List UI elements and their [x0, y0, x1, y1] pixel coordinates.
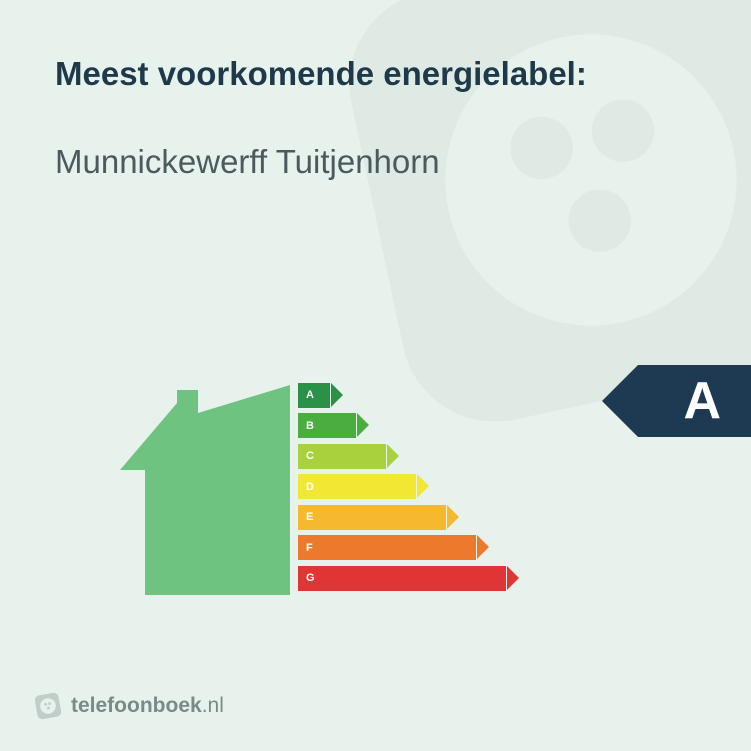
footer-logo: telefoonboek.nl	[33, 691, 224, 721]
bar-letter: D	[306, 481, 314, 493]
footer-text: telefoonboek.nl	[71, 694, 224, 718]
bar-letter: A	[306, 389, 314, 401]
bar-letter: C	[306, 450, 314, 462]
bar-letter: F	[306, 542, 313, 554]
bar-letter: G	[306, 572, 315, 584]
badge-letter: A	[683, 371, 721, 431]
bar-letter: E	[306, 511, 313, 523]
energy-rating-badge: A	[638, 365, 751, 437]
page-title: Meest voorkomende energielabel:	[55, 55, 696, 93]
footer-domain: .nl	[202, 694, 224, 717]
phonebook-icon	[33, 691, 63, 721]
location-subtitle: Munnickewerff Tuitjenhorn	[55, 143, 696, 181]
footer-brand: telefoonboek	[71, 694, 202, 717]
bar-letter: B	[306, 420, 314, 432]
